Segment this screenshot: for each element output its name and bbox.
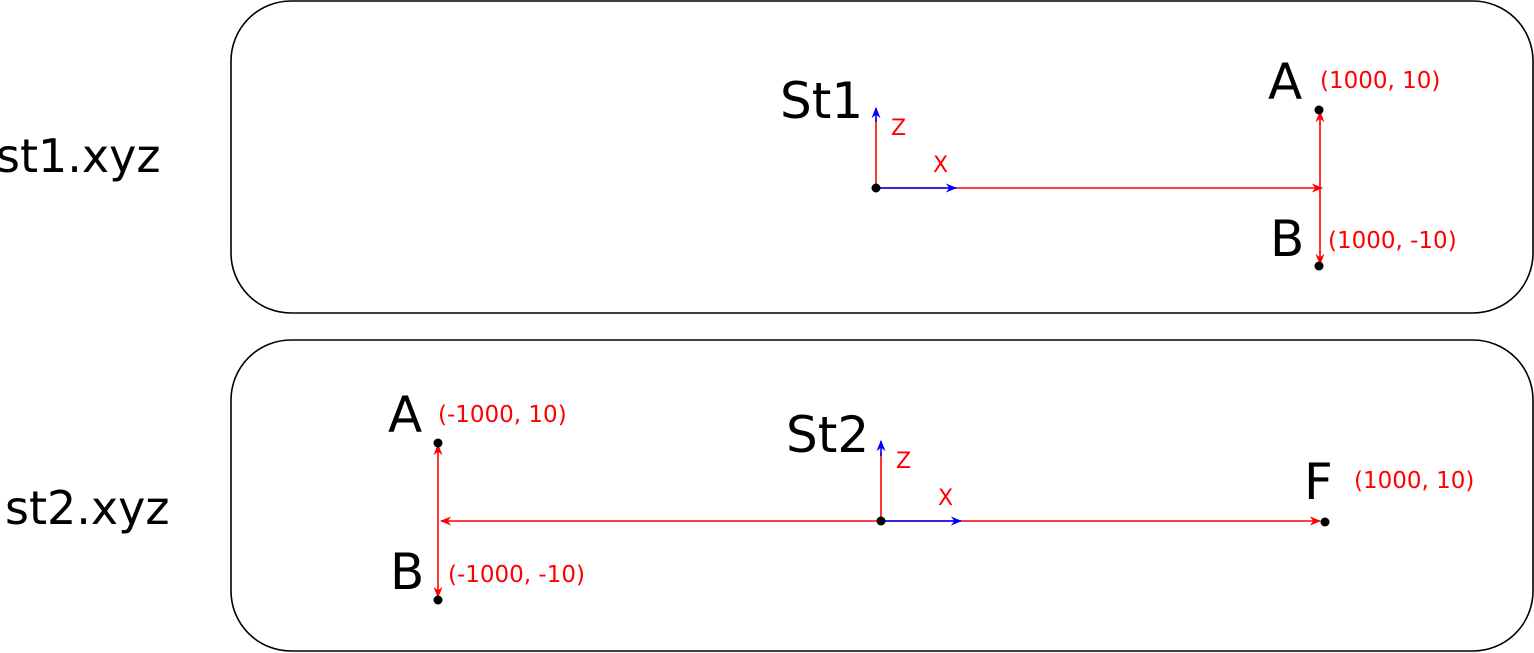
station-point-st1 (871, 183, 881, 193)
station-label-st1: St1 (780, 72, 863, 130)
point-a-label-st2: A (388, 386, 422, 444)
point-b-st1 (1314, 261, 1324, 271)
point-a-st1 (1314, 105, 1324, 115)
point-f-coord-st2: (1000, 10) (1354, 468, 1474, 494)
point-b-label-st1: B (1270, 210, 1304, 268)
point-b-coord-st1: (1000, -10) (1328, 228, 1457, 254)
point-a-coord-st2: (-1000, 10) (438, 402, 567, 428)
x-axis-label-st1: X (933, 153, 948, 178)
point-b-st2 (433, 595, 443, 605)
file-label-st2: st2.xyz (5, 481, 169, 535)
panel-st2: st2.xyz St2 Z X A (-1000, 10) B (-1000, … (5, 339, 1534, 652)
point-f-label-st2: F (1304, 453, 1333, 511)
panel-st1-frame (230, 0, 1534, 314)
x-axis-label-st2: X (938, 486, 953, 511)
station-label-st2: St2 (786, 406, 869, 464)
panel-st1: st1.xyz St1 Z X A (1000, 10) B (1000, -1… (0, 0, 1534, 314)
point-b-label-st2: B (390, 543, 424, 601)
point-a-label-st1: A (1268, 53, 1302, 111)
panel-st2-frame (230, 339, 1534, 652)
z-axis-label-st1: Z (891, 116, 906, 141)
station-point-st2 (876, 516, 886, 526)
point-f-st2 (1320, 517, 1330, 527)
point-a-st2 (433, 438, 443, 448)
z-axis-label-st2: Z (896, 449, 911, 474)
file-label-st1: st1.xyz (0, 129, 160, 183)
point-a-coord-st1: (1000, 10) (1320, 68, 1440, 94)
point-b-coord-st2: (-1000, -10) (448, 562, 585, 588)
